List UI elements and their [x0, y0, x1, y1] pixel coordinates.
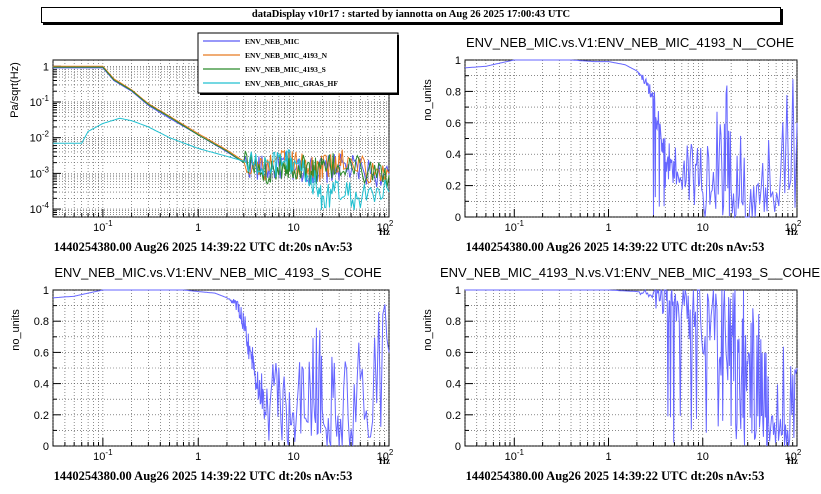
y-axis-label: no_units [422, 79, 434, 121]
y-tick-label: 10-3 [30, 165, 50, 180]
plot-title: ENV_NEB_MIC.vs.V1:ENV_NEB_MIC_4193_S__CO… [54, 265, 382, 280]
series-line [52, 289, 390, 447]
x-tick-label: 10-1 [505, 448, 525, 463]
x-axis-label: Hz [787, 227, 798, 237]
series-line-env-neb-mic-gras-hf [53, 117, 390, 211]
y-tick-label: 0.2 [34, 410, 49, 422]
y-axis-label: no_units [10, 309, 22, 351]
y-tick-label: 1 [455, 285, 461, 297]
y-tick-label: 1 [43, 61, 49, 73]
y-axis-label: Pa/sqrt(Hz) [9, 62, 21, 118]
x-tick-label: 1 [195, 222, 201, 234]
plot-footer: 1440254380.00 Aug26 2025 14:39:22 UTC dt… [54, 240, 353, 254]
y-tick-label: 1 [43, 285, 49, 297]
x-tick-label: 10-1 [505, 219, 525, 234]
plot-title: ENV_NEB_MIC.vs.V1:ENV_NEB_MIC_4193_N__CO… [466, 35, 794, 50]
plot-title: ENV_NEB_MIC_4193_N.vs.V1:ENV_NEB_MIC_419… [440, 265, 820, 280]
x-tick-label: 102 [785, 448, 802, 463]
y-tick-label: 0 [455, 212, 461, 224]
legend-entry-label: ENV_NEB_MIC_4193_S [245, 65, 326, 74]
y-axis-label: no_units [422, 309, 434, 351]
x-tick-label: 102 [377, 448, 394, 463]
y-tick-label: 0.2 [446, 181, 461, 193]
x-tick-label: 10 [697, 451, 709, 463]
y-tick-label: 1 [455, 55, 461, 67]
legend: ENV_NEB_MIC ENV_NEB_MIC_4193_N ENV_NEB_MIC… [197, 32, 399, 95]
plot-panel-1: Hz Pa/sqrt(Hz) 1440254380.00 Aug26 2025 14… [9, 32, 399, 254]
plot-panel-3: Hz no_units ENV_NEB_MIC.vs.V1:ENV_NEB_MIC_… [10, 265, 390, 483]
x-tick-label: 1 [605, 222, 611, 234]
y-tick-label: 0 [455, 441, 461, 453]
y-tick-label: 0.4 [446, 379, 461, 391]
x-tick-label: 1 [605, 451, 611, 463]
x-tick-label: 10-1 [93, 219, 113, 234]
header-title: dataDisplay v10r17 : started by iannotta… [251, 9, 571, 20]
y-tick-label: 0.6 [446, 347, 461, 359]
y-tick-label: 0 [43, 441, 49, 453]
x-tick-label: 102 [377, 219, 394, 234]
x-tick-label: 1 [195, 451, 201, 463]
y-tick-label: 10-1 [30, 94, 50, 109]
header-banner: dataDisplay v10r17 : started by iannotta… [41, 7, 781, 23]
series-line [464, 59, 798, 219]
series-line-env-neb-mic-4193-n [53, 65, 390, 184]
legend-entry-label: ENV_NEB_MIC_4193_N [245, 51, 328, 60]
y-tick-label: 0.8 [446, 86, 461, 98]
plot-footer: 1440254380.00 Aug26 2025 14:39:22 UTC dt… [466, 240, 765, 254]
x-tick-label: 10 [287, 222, 299, 234]
y-tick-label: 0.6 [34, 347, 49, 359]
legend-entry-label: ENV_NEB_MIC_GRAS_HF [245, 79, 338, 88]
x-axis-label: Hz [379, 227, 390, 237]
x-tick-label: 10-1 [93, 448, 113, 463]
plot-footer: 1440254380.00 Aug26 2025 14:39:22 UTC dt… [466, 469, 765, 483]
legend-entry-label: ENV_NEB_MIC [245, 37, 299, 46]
plot-footer: 1440254380.00 Aug26 2025 14:39:22 UTC dt… [54, 469, 353, 483]
plot-panel-4: Hz no_units ENV_NEB_MIC_4193_N.vs.V1:ENV_N… [422, 265, 820, 483]
y-tick-label: 0.4 [34, 379, 49, 391]
x-tick-label: 102 [785, 219, 802, 234]
x-tick-label: 10 [287, 451, 299, 463]
x-axis-label: Hz [787, 456, 798, 466]
x-tick-label: 10 [697, 222, 709, 234]
y-tick-label: 0.4 [446, 149, 461, 161]
y-tick-label: 0.6 [446, 118, 461, 130]
series-line-env-neb-mic-4193-s [53, 66, 390, 188]
x-axis-label: Hz [379, 456, 390, 466]
y-tick-label: 0.2 [446, 410, 461, 422]
y-tick-label: 0.8 [446, 316, 461, 328]
series-line [465, 288, 798, 447]
y-tick-label: 10-2 [30, 130, 50, 145]
plot-panel-2: Hz no_units ENV_NEB_MIC.vs.V1:ENV_NEB_MIC_… [422, 35, 798, 254]
y-tick-label: 10-4 [30, 201, 50, 216]
y-tick-label: 0.8 [34, 316, 49, 328]
